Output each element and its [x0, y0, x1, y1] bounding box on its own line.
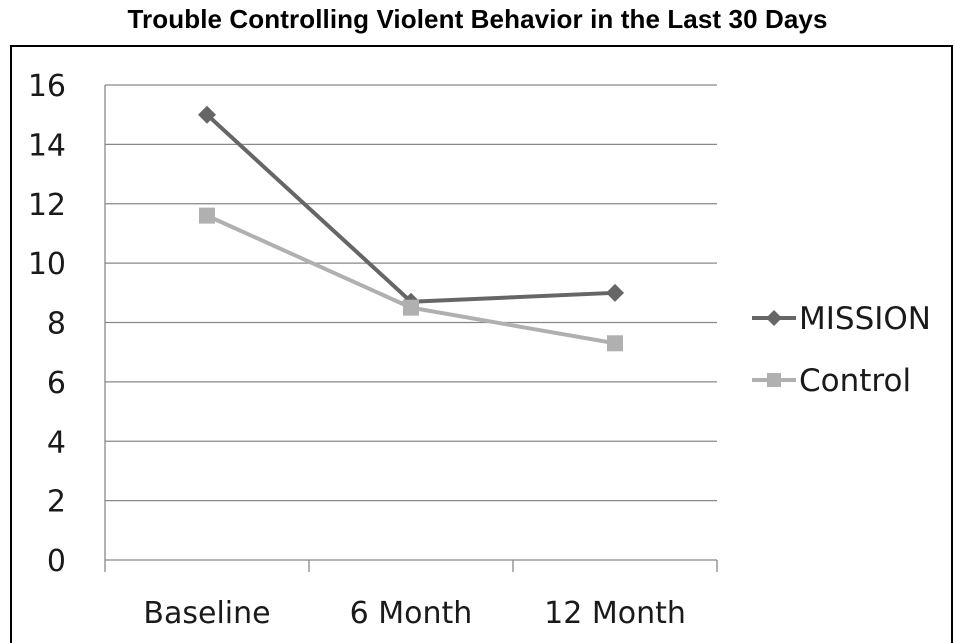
x-tick-label: Baseline: [143, 596, 270, 631]
y-tick-label: 16: [28, 69, 66, 104]
series-line-control: [206, 213, 616, 346]
y-tick-label: 0: [47, 544, 66, 579]
y-tick-label: 12: [28, 188, 66, 223]
chart-title: Trouble Controlling Violent Behavior in …: [127, 4, 828, 34]
data-point-mission: [198, 105, 216, 124]
y-tick-label: 2: [47, 485, 66, 520]
y-tick-label: 10: [28, 247, 66, 282]
y-tick-label: 14: [28, 128, 66, 163]
y-tick-label: 4: [47, 425, 66, 460]
x-tick-label: 6 Month: [350, 596, 473, 631]
legend-marker-control: [767, 373, 781, 387]
data-point-mission: [606, 283, 624, 302]
data-point-control: [199, 207, 215, 224]
y-tick-label: 8: [47, 307, 66, 342]
legend-label-mission: MISSION: [799, 301, 931, 337]
chart-frame: [10, 45, 953, 643]
series-line-mission: [205, 113, 616, 304]
data-point-control: [607, 335, 623, 352]
legend-label-control: Control: [799, 363, 911, 399]
x-tick-label: 12 Month: [544, 596, 686, 631]
legend-marker-mission: [766, 310, 782, 326]
data-point-control: [403, 299, 419, 316]
y-tick-label: 6: [47, 366, 66, 401]
